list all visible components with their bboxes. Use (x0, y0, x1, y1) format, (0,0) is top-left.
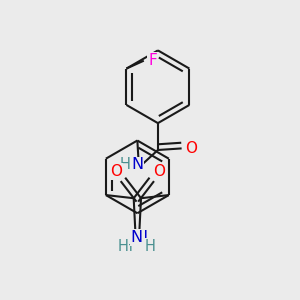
Text: H: H (147, 239, 158, 254)
Text: O: O (185, 141, 197, 156)
Text: O: O (154, 164, 166, 179)
Text: F: F (148, 53, 157, 68)
Text: H: H (145, 239, 156, 254)
Text: N: N (131, 230, 143, 245)
Text: H: H (119, 158, 130, 172)
Text: H: H (117, 239, 128, 254)
Text: H: H (122, 239, 132, 254)
Text: N: N (135, 230, 147, 245)
Text: N: N (131, 158, 143, 172)
Text: O: O (110, 164, 122, 179)
